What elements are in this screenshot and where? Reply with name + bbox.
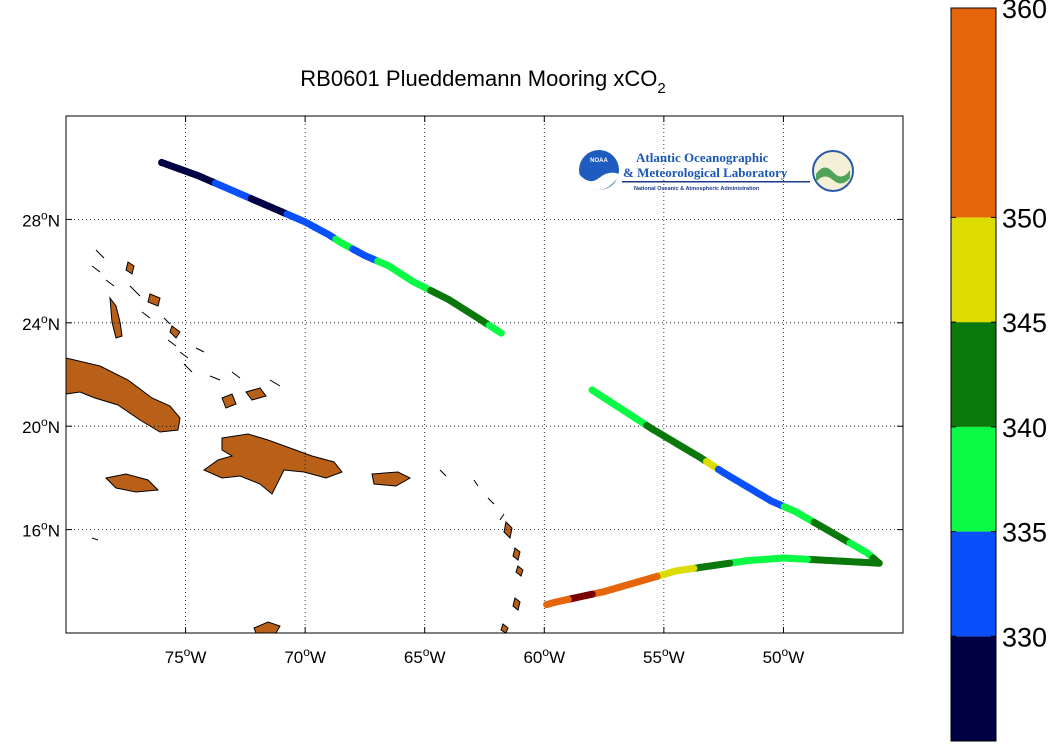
land-island-1 <box>253 621 281 634</box>
aoml-logo: NOAA Atlantic Oceanographic & Meteorolog… <box>579 150 854 192</box>
colorbar-bin-0 <box>951 636 996 741</box>
logo-line-2: & Meteorological Laboratory <box>623 165 788 180</box>
y-tick-label-1: 24oN <box>22 312 60 334</box>
land-island-7 <box>245 387 267 401</box>
map-frame <box>65 115 904 634</box>
land-hispaniola <box>202 433 343 495</box>
colorbar-tick-label-3: 345 <box>1002 308 1047 338</box>
chart-title: RB0601 Plueddemann Mooring xCO2 <box>300 66 665 97</box>
colorbar-tick-label-1: 335 <box>1002 518 1047 548</box>
x-tick-label-4: 55oW <box>643 645 685 667</box>
noaa-logo-badge: NOAA <box>590 158 608 164</box>
land-island-10 <box>125 261 135 275</box>
reef-outlines <box>91 249 505 541</box>
y-tick-label-2: 20oN <box>22 415 60 437</box>
land-island-4 <box>515 565 524 577</box>
land-island-5 <box>512 597 521 611</box>
land-masses <box>65 261 524 634</box>
chart-title-subscript: 2 <box>657 80 665 97</box>
colorbar-frame <box>950 7 997 742</box>
track-2-point <box>543 600 551 609</box>
y-axis: 28oN 24oN 20oN 16oN <box>22 208 903 541</box>
land-bahamas-andros <box>109 296 123 339</box>
colorbar-bin-2 <box>951 426 996 532</box>
colorbar <box>950 7 997 742</box>
logo-rule <box>622 181 810 183</box>
x-tick-label-0: 75oW <box>165 645 207 667</box>
track-0 <box>158 158 505 337</box>
x-tick-label-1: 70oW <box>284 645 326 667</box>
data-tracks <box>158 158 883 609</box>
land-island-8 <box>221 393 237 409</box>
logo-line-1: Atlantic Oceanographic <box>636 150 769 165</box>
x-tick-label-5: 50oW <box>763 645 805 667</box>
land-island-11 <box>169 325 181 339</box>
y-tick-label-0: 28oN <box>22 208 60 230</box>
colorbar-tick-label-4: 350 <box>1002 203 1047 233</box>
land-island-9 <box>147 293 161 307</box>
colorbar-bin-3 <box>951 322 996 427</box>
colorbar-ticks: 330 335 340 345 350 360 <box>951 0 1047 652</box>
chart-title-main: RB0601 Plueddemann Mooring xCO <box>300 66 657 91</box>
land-island-2 <box>503 520 513 540</box>
track-0-point <box>497 329 505 337</box>
land-puerto-rico <box>371 471 412 487</box>
land-cuba <box>65 357 181 433</box>
x-tick-label-2: 65oW <box>404 645 446 667</box>
map-background <box>66 116 903 633</box>
track-1 <box>588 386 883 567</box>
colorbar-tick-label-5: 360 <box>1002 0 1047 24</box>
colorbar-bin-1 <box>951 531 996 637</box>
colorbar-bin-5 <box>951 8 996 218</box>
y-tick-label-3: 16oN <box>22 519 60 541</box>
land-island-3 <box>512 547 521 561</box>
colorbar-tick-label-0: 330 <box>1002 622 1047 652</box>
colorbar-bin-4 <box>951 217 996 323</box>
colorbar-tick-label-2: 340 <box>1002 413 1047 443</box>
land-jamaica <box>104 473 160 493</box>
track-2 <box>543 554 883 609</box>
x-axis: 75oW 70oW 65oW 60oW 55oW 50oW <box>165 116 805 667</box>
x-tick-label-3: 60oW <box>523 645 565 667</box>
logo-line-3: National Oceanic & Atmospheric Administr… <box>634 186 760 192</box>
